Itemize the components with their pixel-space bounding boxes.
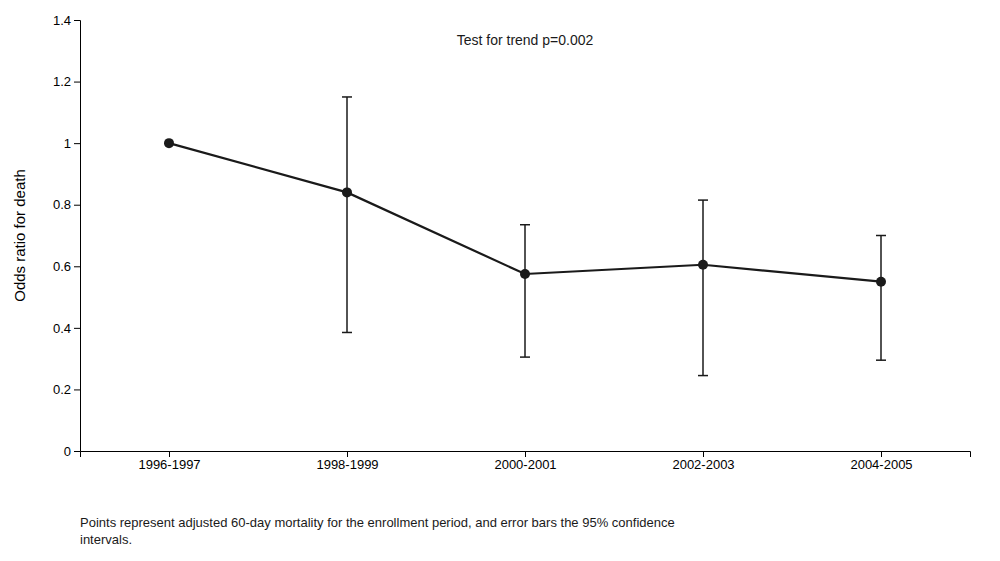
x-tick: 2002-2003 <box>672 451 734 472</box>
x-tick-label: 2004-2005 <box>850 457 912 472</box>
data-point <box>876 277 886 287</box>
caption-line: intervals. <box>80 532 132 547</box>
x-tick-label: 2002-2003 <box>672 457 734 472</box>
error-bar-cap <box>342 332 352 334</box>
x-axis-line <box>81 452 971 458</box>
caption-line: Points represent adjusted 60-day mortali… <box>80 515 675 530</box>
y-tick-mark <box>74 205 80 206</box>
y-tick: 0 <box>64 444 80 459</box>
y-tick-mark <box>74 82 80 83</box>
y-tick-label: 0 <box>64 444 71 459</box>
x-tick-label: 2000-2001 <box>494 457 556 472</box>
y-tick-label: 0.2 <box>53 382 71 397</box>
error-bar-stem <box>880 236 882 361</box>
y-tick: 1.2 <box>53 74 80 89</box>
y-tick-label: 0.4 <box>53 321 71 336</box>
error-bar <box>698 200 708 375</box>
y-tick-mark <box>74 451 80 452</box>
y-tick: 0.2 <box>53 382 80 397</box>
x-tick-mark <box>347 451 348 457</box>
error-bar-stem <box>702 200 704 375</box>
error-bar-cap <box>342 96 352 98</box>
caption: Points represent adjusted 60-day mortali… <box>80 515 675 547</box>
annotation: Test for trend p=0.002 <box>457 32 594 48</box>
chart-svg: 1996-1997 1998-1999 2000-2001 2002-2003 2004… <box>0 0 1000 561</box>
y-axis-title: Odds ratio for death <box>11 169 28 302</box>
y-tick: 0.4 <box>53 321 80 336</box>
y-tick: 0.6 <box>53 259 80 274</box>
plot-area: 1996-1997 1998-1999 2000-2001 2002-2003 2004… <box>11 13 971 473</box>
x-tick: 2004-2005 <box>850 451 912 472</box>
error-bar-cap <box>698 375 708 377</box>
data-point <box>698 260 708 270</box>
x-tick: 1998-1999 <box>316 451 378 472</box>
markers <box>164 138 886 287</box>
y-tick-mark <box>74 328 80 329</box>
y-tick-label: 0.6 <box>53 259 71 274</box>
error-bar <box>342 97 352 333</box>
y-tick-label: 1.2 <box>53 74 71 89</box>
data-point <box>520 269 530 279</box>
y-tick-mark <box>74 143 80 144</box>
y-axis-line <box>74 21 81 452</box>
x-tick-mark <box>703 451 704 457</box>
data-point <box>164 138 174 148</box>
x-axis: 1996-1997 1998-1999 2000-2001 2002-2003 2004… <box>81 451 971 472</box>
error-bar-stem <box>346 97 348 333</box>
y-tick-mark <box>74 389 80 390</box>
error-bar-cap <box>876 235 886 237</box>
error-bar-stem <box>524 225 526 357</box>
x-tick-label: 1996-1997 <box>138 457 200 472</box>
error-bar <box>876 236 886 361</box>
y-tick-label: 1.4 <box>53 13 71 28</box>
data-point <box>342 187 352 197</box>
y-tick: 1.4 <box>53 13 80 28</box>
y-tick-mark <box>74 20 80 21</box>
y-axis: 0 0.2 0.4 0.6 0.8 1 1.2 1.4 <box>53 13 81 459</box>
y-tick-label: 1 <box>64 136 71 151</box>
x-tick-mark <box>169 451 170 457</box>
error-bar-cap <box>698 199 708 201</box>
y-tick-label: 0.8 <box>53 197 71 212</box>
x-tick: 2000-2001 <box>494 451 556 472</box>
error-bar-cap <box>876 359 886 361</box>
y-tick: 0.8 <box>53 197 80 212</box>
error-bar-cap <box>520 356 530 358</box>
error-bar <box>520 225 530 357</box>
y-tick-mark <box>74 266 80 267</box>
data-group <box>164 97 886 376</box>
x-tick-mark <box>525 451 526 457</box>
x-tick-label: 1998-1999 <box>316 457 378 472</box>
error-bars <box>342 97 886 376</box>
x-tick: 1996-1997 <box>138 451 200 472</box>
error-bar-cap <box>520 224 530 226</box>
x-tick-mark <box>881 451 882 457</box>
y-tick: 1 <box>64 136 80 151</box>
